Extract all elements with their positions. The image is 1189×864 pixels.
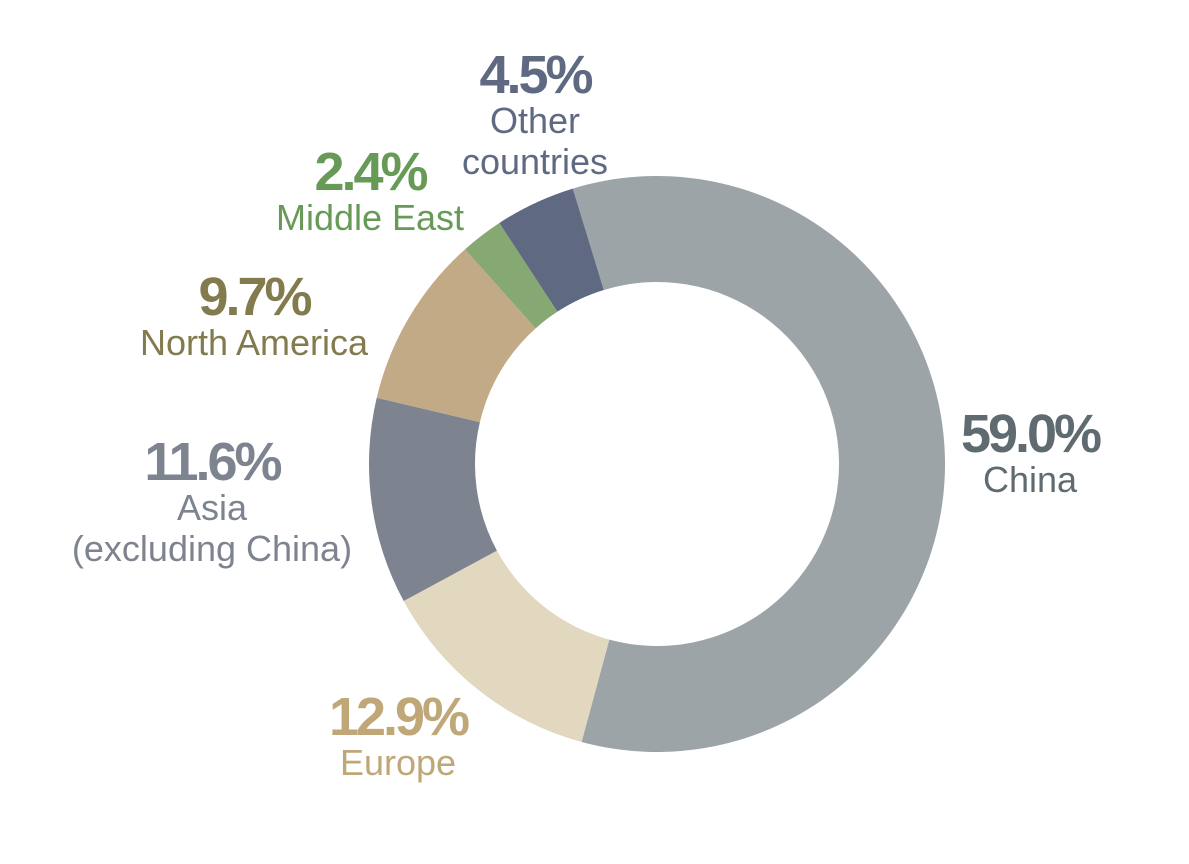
slices-group [368,175,945,752]
percent-label-other-countries: 4.5% [479,45,592,105]
slice-europe [403,550,610,742]
name-label-north-america: North America [140,322,369,363]
slice-china [572,175,945,752]
slice-asia [368,397,497,602]
name-label-china: China [983,459,1078,500]
name-label-other-countries-line-2: countries [462,141,608,182]
slice-north-america [376,249,536,423]
percent-label-middle-east: 2.4% [314,142,427,202]
name-label-asia-line-1: Asia [177,487,248,528]
name-label-middle-east: Middle East [276,197,464,238]
labels-group: 59.0%China 12.9%Europe 11.6%Asia(excluding… [72,45,1104,783]
name-label-asia-line-2: (excluding China) [72,528,352,569]
percent-label-europe: 12.9% [329,687,469,747]
name-label-other-countries-line-1: Other [490,100,580,141]
percent-label-north-america: 9.7% [198,267,311,327]
percent-label-china: 59.0% [961,404,1101,464]
slice-middle-east [464,222,558,329]
slice-other-countries [499,188,604,312]
name-label-europe: Europe [340,742,456,783]
percent-label-asia: 11.6% [144,432,281,492]
